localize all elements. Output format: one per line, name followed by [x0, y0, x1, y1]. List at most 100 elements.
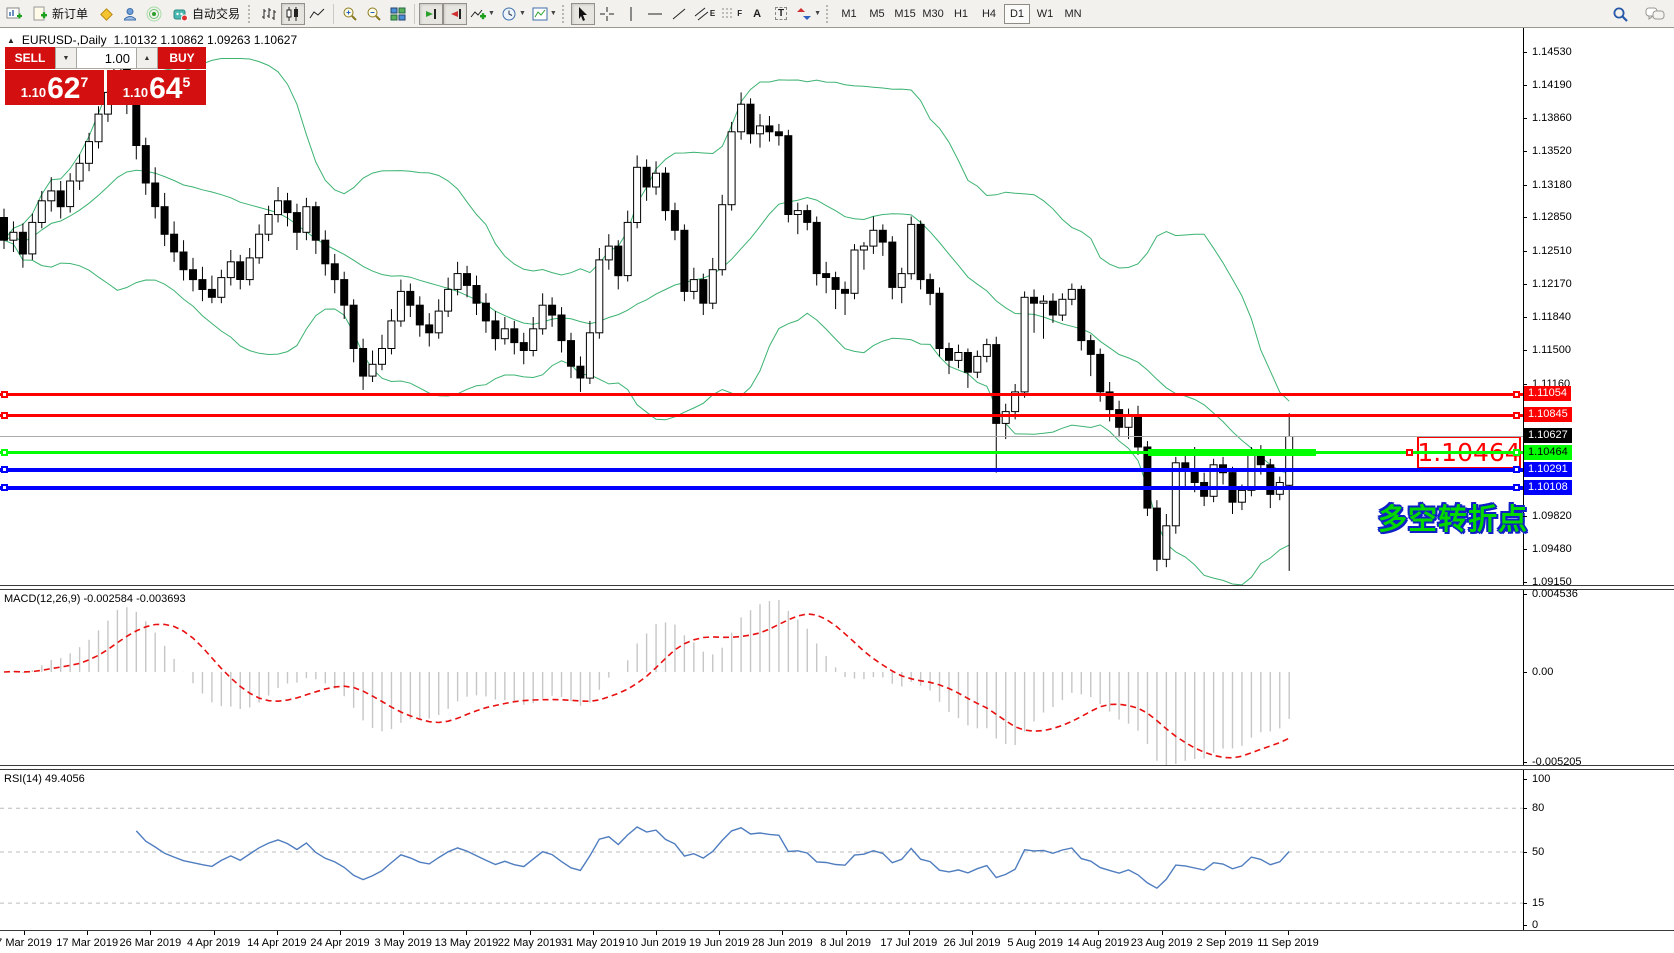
main-chart-pane[interactable]: [0, 28, 1524, 585]
candle: [963, 348, 972, 388]
line-endpoint-marker[interactable]: [1513, 466, 1520, 474]
price-tag-1.10464: 1.10464: [1524, 444, 1572, 460]
line-endpoint-marker[interactable]: [1, 390, 8, 398]
chart-shift-button[interactable]: [443, 2, 468, 25]
horizontal-line-1.10627[interactable]: [0, 435, 1523, 437]
line-endpoint-marker[interactable]: [1513, 390, 1520, 398]
cursor-button[interactable]: [570, 2, 595, 25]
horizontal-line-1.11054[interactable]: [0, 392, 1523, 396]
vertical-line-button[interactable]: [619, 3, 643, 25]
time-axis[interactable]: 7 Mar 2019 17 Mar 2019 26 Mar 2019 4 Apr 20…: [0, 930, 1674, 953]
crosshair-button[interactable]: [595, 3, 619, 25]
search-button[interactable]: [1608, 3, 1632, 25]
horizontal-line-button[interactable]: [643, 3, 667, 25]
volume-input[interactable]: 1.00: [77, 47, 136, 69]
horizontal-line-1.10845[interactable]: [0, 413, 1523, 417]
candle: [18, 223, 27, 268]
buy-price-display[interactable]: 1.10 64 5: [107, 70, 206, 105]
text-button[interactable]: A: [745, 3, 769, 25]
chat-button[interactable]: [1642, 3, 1668, 25]
timeframe-button-h1[interactable]: H1: [953, 7, 969, 20]
sell-price-display[interactable]: 1.10 62 7: [5, 70, 104, 105]
indicators-button[interactable]: ▼: [467, 3, 498, 25]
horizontal-line-1.10108[interactable]: [0, 485, 1523, 490]
macd-label: MACD(12,26,9) -0.002584 -0.003693: [4, 593, 186, 605]
timeframe-button-h4[interactable]: H4: [981, 7, 997, 20]
macd-pane[interactable]: [0, 590, 1524, 765]
line-endpoint-marker[interactable]: [1513, 449, 1520, 457]
volume-increase-button[interactable]: ▲: [136, 47, 158, 69]
metaeditor-button[interactable]: [94, 3, 118, 25]
candle: [897, 267, 906, 304]
candlestick-canvas[interactable]: [0, 28, 1523, 585]
templates-button[interactable]: ▼: [529, 3, 560, 25]
pane-splitter[interactable]: [0, 765, 1674, 770]
time-axis-label: 5 Aug 2019: [1007, 937, 1064, 949]
toolbar-drag-handle[interactable]: [561, 4, 567, 23]
new-order-button[interactable]: 新订单: [26, 3, 94, 25]
timeframe-button-m5[interactable]: M5: [869, 7, 885, 20]
pane-splitter[interactable]: [0, 585, 1674, 590]
time-axis-tick: [24, 931, 25, 935]
auto-trading-button[interactable]: 自动交易: [166, 3, 246, 25]
fibonacci-button[interactable]: F: [718, 3, 745, 25]
line-endpoint-marker[interactable]: [1513, 411, 1520, 419]
toolbar-drag-handle[interactable]: [248, 4, 253, 23]
collapse-panel-icon[interactable]: ▲: [7, 35, 15, 45]
toolbar-group-standard: 新订单 自动交易: [2, 1, 246, 27]
timeframe-button-m1[interactable]: M1: [841, 7, 857, 20]
bar-chart-button[interactable]: [257, 3, 281, 25]
macd-axis-label: -0.005205: [1532, 755, 1582, 768]
line-chart-icon: [309, 6, 325, 22]
price-axis-tick: [1523, 184, 1527, 186]
candle: [614, 240, 623, 290]
auto-scroll-button[interactable]: [419, 2, 444, 25]
periods-button[interactable]: ▼: [498, 3, 529, 25]
timeframe-button-d1[interactable]: D1: [1004, 3, 1031, 24]
toolbar-group-zoom: [338, 1, 410, 27]
search-icon: [1612, 6, 1629, 23]
signals-button[interactable]: [142, 3, 166, 25]
candle: [141, 137, 150, 195]
line-endpoint-marker[interactable]: [1, 449, 8, 457]
mql5-community-button[interactable]: [118, 3, 142, 25]
toolbar-group-objects: ▼ ▼ ▼: [467, 1, 560, 27]
candle: [94, 106, 103, 149]
zoom-in-button[interactable]: [338, 3, 362, 25]
horizontal-line-1.10291[interactable]: [0, 467, 1523, 472]
time-axis-tick: [908, 931, 910, 935]
time-axis-tick: [403, 931, 405, 935]
trendline-button[interactable]: [667, 3, 691, 25]
timeframe-button-m15[interactable]: M15: [894, 7, 916, 20]
volume-decrease-button[interactable]: ▼: [55, 47, 77, 69]
price-axis[interactable]: 1.14530 1.14190 1.13860 1.13520 1.13180 1.128…: [1523, 28, 1674, 931]
line-endpoint-marker[interactable]: [1, 411, 8, 419]
sell-button[interactable]: SELL: [5, 47, 55, 69]
text-label-button[interactable]: T: [769, 3, 793, 25]
new-chart-button[interactable]: [2, 3, 26, 25]
timeframe-button-w1[interactable]: W1: [1036, 7, 1054, 20]
toolbar-drag-handle[interactable]: [826, 4, 831, 23]
candle: [472, 275, 481, 315]
candle: [1152, 500, 1161, 572]
candlestick-chart-button[interactable]: [281, 2, 306, 25]
timeframe-button-m30[interactable]: M30: [922, 7, 944, 20]
horizontal-line-1.10464[interactable]: [0, 451, 1523, 455]
zoom-out-button[interactable]: [362, 3, 386, 25]
line-endpoint-marker[interactable]: [1513, 484, 1520, 492]
green-trend-segment[interactable]: [1148, 449, 1316, 457]
timeframe-button-mn[interactable]: MN: [1064, 7, 1082, 20]
rsi-pane[interactable]: [0, 770, 1524, 930]
equidistant-channel-button[interactable]: E: [691, 3, 718, 25]
turning-point-annotation[interactable]: 多空转折点: [1378, 504, 1529, 536]
line-chart-button[interactable]: [305, 3, 329, 25]
candle: [151, 167, 160, 219]
line-endpoint-marker[interactable]: [1, 466, 8, 474]
tile-windows-button[interactable]: [386, 3, 410, 25]
price-tag-1.10627: 1.10627: [1524, 428, 1572, 444]
candle: [567, 332, 575, 379]
line-endpoint-marker[interactable]: [1, 484, 8, 492]
buy-button[interactable]: BUY: [158, 47, 206, 69]
price-axis-label: 1.12510: [1532, 244, 1572, 257]
arrows-button[interactable]: ▼: [793, 3, 824, 25]
